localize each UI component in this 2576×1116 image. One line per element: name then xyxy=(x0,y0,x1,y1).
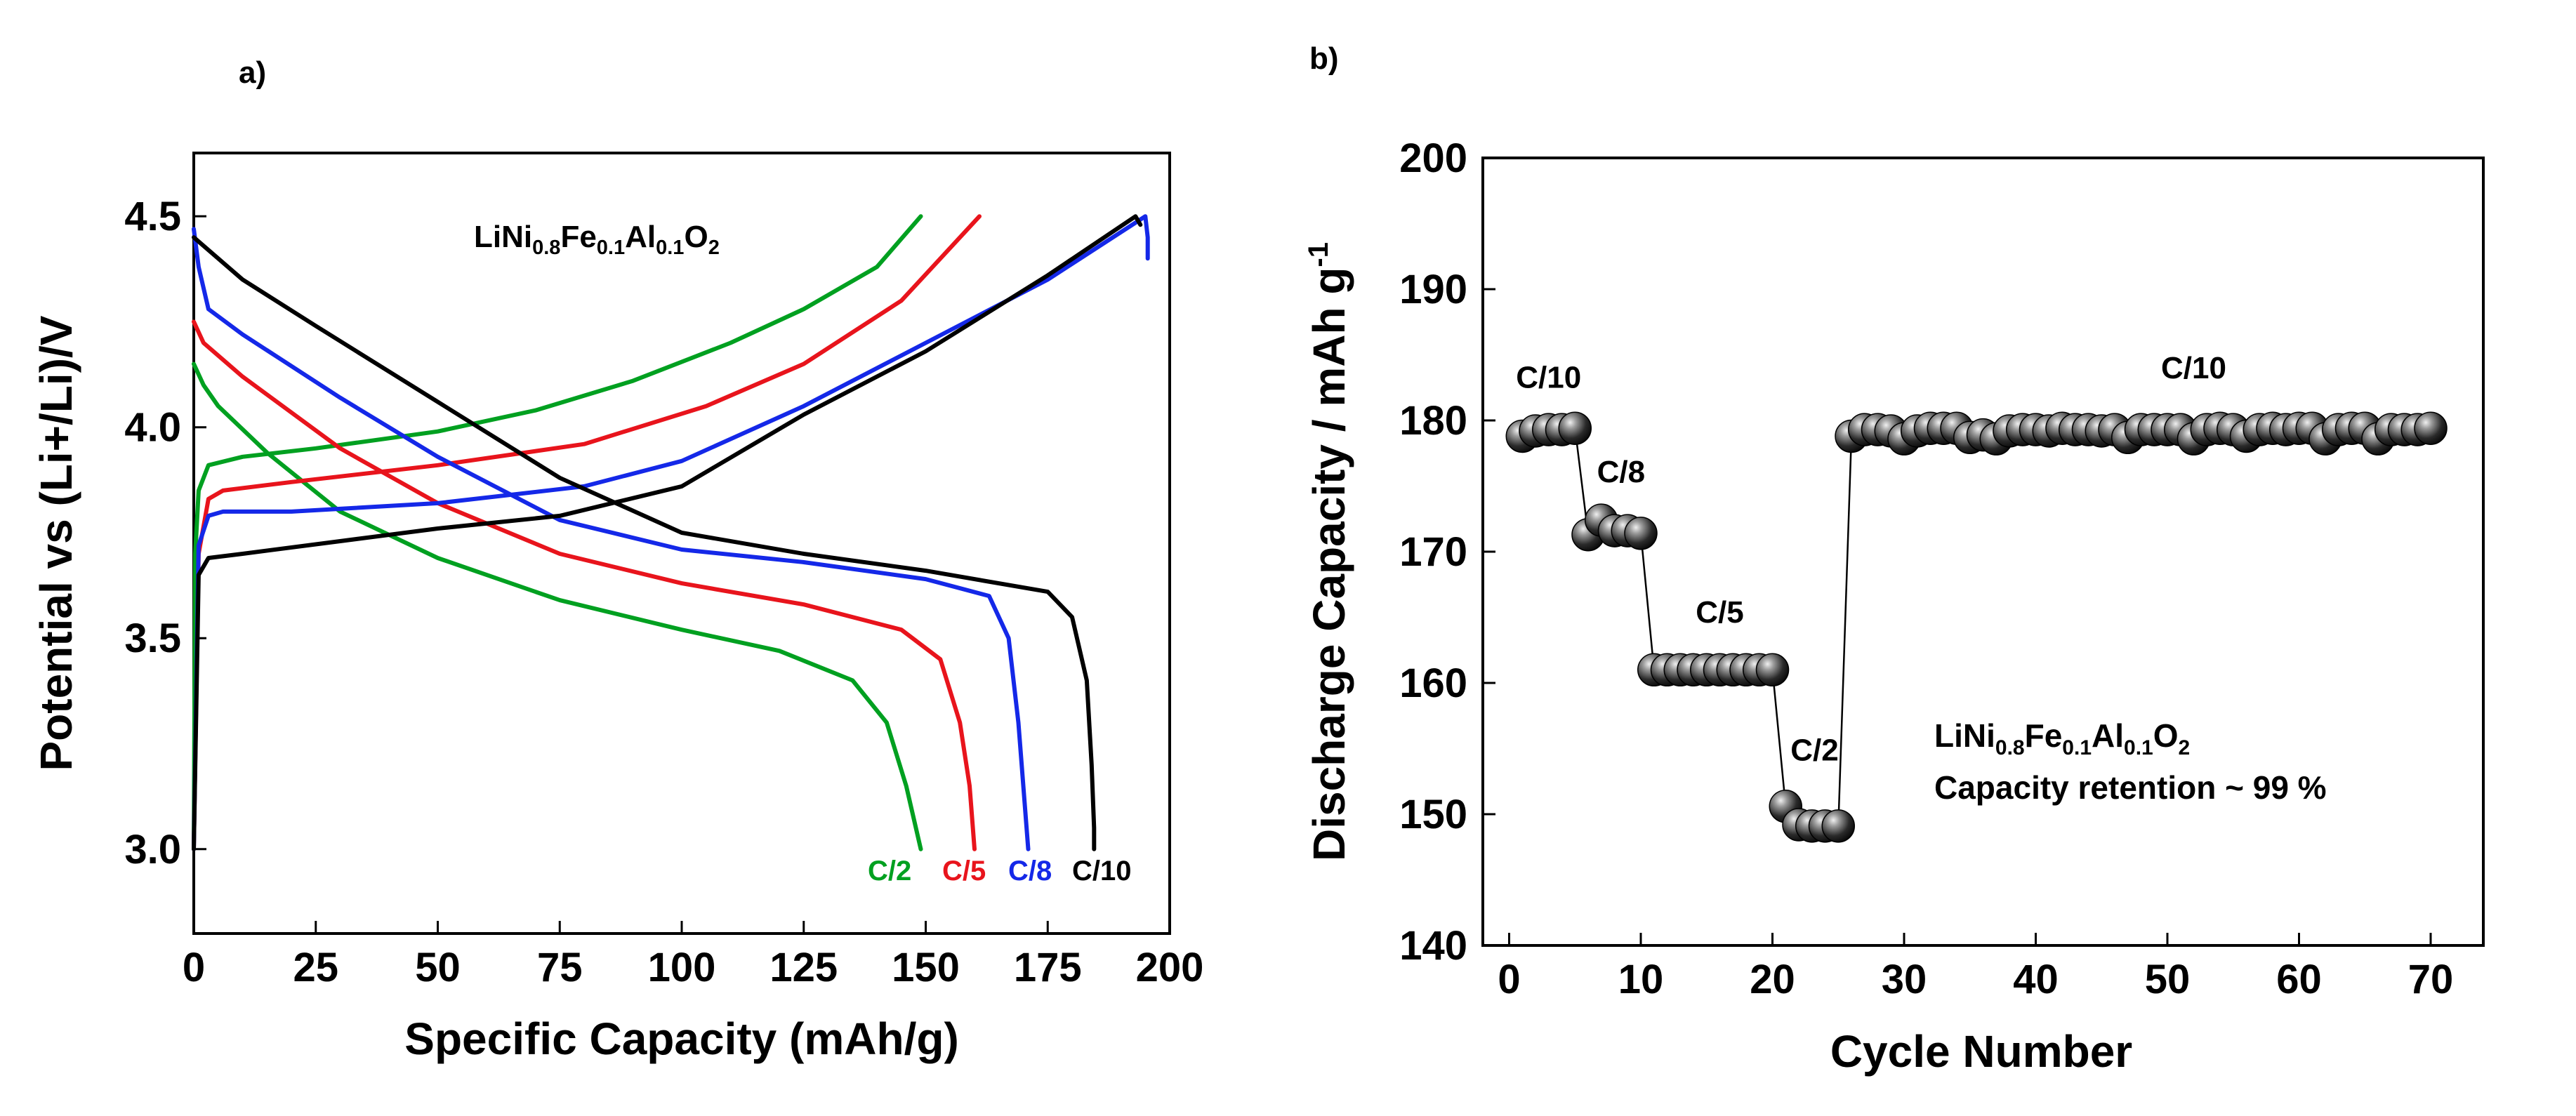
panel-a-x-ticks: 0 25 50 75 100 125 150 175 200 xyxy=(183,921,1204,990)
panel-a-x-tick-label: 175 xyxy=(1014,945,1082,990)
panel-b-x-tick-label: 60 xyxy=(2276,957,2322,1002)
panel-a: a) 0 25 50 75 100 125 150 175 200 3.0 3.5 4.0 4.5 S… xyxy=(31,55,1203,1064)
panel-a-x-tick-label: 100 xyxy=(648,945,716,990)
panel-b-connecting-line xyxy=(1521,427,2431,828)
panel-b-capacity-retention: Capacity retention ~ 99 % xyxy=(1934,769,2327,806)
panel-b-data-point xyxy=(1558,411,1592,445)
panel-a-label: a) xyxy=(239,55,266,90)
panel-b-y-tick-label: 190 xyxy=(1399,267,1467,312)
panel-b-data-point xyxy=(1821,809,1855,843)
panel-a-x-tick-label: 0 xyxy=(183,945,205,990)
panel-a-discharge-curve-c-2 xyxy=(192,361,923,851)
panel-a-y-tick-label: 3.5 xyxy=(124,616,181,661)
panel-b-rate-label: C/5 xyxy=(1696,595,1743,630)
panel-a-y-tick-label: 4.5 xyxy=(124,194,181,239)
panel-a-label-c8: C/8 xyxy=(1008,856,1052,886)
panel-b-y-tick-label: 150 xyxy=(1399,792,1467,837)
panel-b-x-ticks: 0 10 20 30 40 50 60 70 xyxy=(1498,933,2453,1002)
panel-b-rate-labels: C/10 C/8 C/5 C/2 C/10 xyxy=(1516,351,2226,767)
panel-b-y-tick-label: 170 xyxy=(1399,529,1467,575)
panel-b-label: b) xyxy=(1309,41,1339,76)
panel-b-rate-label: C/10 xyxy=(2161,351,2226,385)
panel-a-x-tick-label: 125 xyxy=(770,945,838,990)
panel-a-x-tick-label: 25 xyxy=(293,945,338,990)
panel-b-x-tick-label: 30 xyxy=(1882,957,1927,1002)
panel-a-discharge-curve-c-8 xyxy=(192,227,1031,851)
panel-b-y-tick-label: 180 xyxy=(1399,398,1467,444)
panel-b-x-tick-label: 20 xyxy=(1750,957,1795,1002)
panel-a-x-axis-title: Specific Capacity (mAh/g) xyxy=(404,1014,959,1064)
panel-b-data-point xyxy=(1755,653,1790,687)
panel-b-x-tick-label: 70 xyxy=(2408,957,2454,1002)
panel-a-x-tick-label: 75 xyxy=(537,945,583,990)
panel-b-data-point xyxy=(1624,517,1658,550)
panel-a-series xyxy=(192,214,1150,851)
panel-b-x-tick-label: 0 xyxy=(1498,957,1520,1002)
panel-b-x-tick-label: 10 xyxy=(1618,957,1664,1002)
panel-a-charge-curve-c-10 xyxy=(192,214,1143,851)
panel-b-rate-label: C/10 xyxy=(1516,360,1581,394)
panel-b-y-axis-title: Discharge Capacity / mAh g-1 xyxy=(1303,242,1354,861)
panel-a-label-c5: C/5 xyxy=(942,856,986,886)
panel-b-series xyxy=(1505,411,2448,843)
panel-a-label-c10: C/10 xyxy=(1072,856,1132,886)
panel-b-compound-formula: LiNi0.8Fe0.1Al0.1O2 xyxy=(1934,717,2190,759)
panel-b-x-axis-title: Cycle Number xyxy=(1830,1026,2132,1077)
panel-b-rate-label: C/8 xyxy=(1597,455,1645,489)
panel-b-y-tick-label: 160 xyxy=(1399,660,1467,706)
panel-b-plot-frame xyxy=(1481,157,2485,947)
panel-b-y-tick-label: 200 xyxy=(1399,135,1467,181)
panel-a-discharge-curve-c-10 xyxy=(192,235,1097,851)
panel-a-y-axis-title: Potential vs (Li+/Li)/V xyxy=(31,315,81,771)
panel-a-y-tick-label: 4.0 xyxy=(124,405,181,451)
panel-b-y-tick-label: 140 xyxy=(1399,923,1467,969)
panel-a-x-tick-label: 200 xyxy=(1136,945,1204,990)
panel-b-data-point xyxy=(2414,411,2448,445)
panel-a-charge-curve-c-2 xyxy=(192,214,923,851)
panel-a-x-tick-label: 150 xyxy=(892,945,960,990)
panel-a-charge-curve-c-5 xyxy=(192,214,982,851)
panel-b-y-ticks: 140 150 160 170 180 190 200 xyxy=(1399,135,1495,969)
panel-a-label-c2: C/2 xyxy=(868,856,911,886)
panel-a-compound-formula: LiNi0.8Fe0.1Al0.1O2 xyxy=(474,220,720,259)
panel-a-y-tick-label: 3.0 xyxy=(124,827,181,872)
panel-b-rate-label: C/2 xyxy=(1790,733,1838,767)
panel-a-charge-curve-c-8 xyxy=(192,214,1150,851)
panel-b: b) 0 10 20 30 40 50 60 70 140 150 160 170 180 190 200… xyxy=(1303,41,2485,1077)
panel-b-x-tick-label: 40 xyxy=(2013,957,2059,1002)
panel-b-x-tick-label: 50 xyxy=(2145,957,2191,1002)
panel-a-discharge-curve-c-5 xyxy=(192,319,977,851)
panel-a-x-tick-label: 50 xyxy=(415,945,461,990)
panel-a-y-ticks: 3.0 3.5 4.0 4.5 xyxy=(124,194,206,872)
